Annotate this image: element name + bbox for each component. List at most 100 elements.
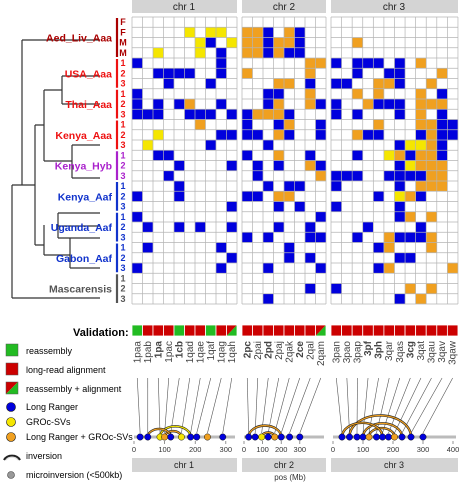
heat-cell — [394, 191, 406, 202]
heat-cell — [184, 68, 195, 79]
row-label: 3 — [120, 171, 125, 181]
heat-cell — [405, 191, 416, 202]
sv-dot — [258, 433, 266, 441]
column-label: 1qaf — [206, 341, 217, 361]
heat-cell — [263, 88, 274, 99]
heat-cell — [362, 129, 374, 140]
legend: reassembly long-read alignment reassembl… — [3, 343, 133, 480]
sv-dot — [271, 433, 279, 441]
heat-cell — [273, 129, 284, 140]
heat-cell — [226, 222, 237, 233]
heat-cell — [426, 119, 437, 130]
heat-cell — [436, 129, 448, 140]
row-label: F — [120, 17, 126, 27]
heat-cell — [436, 109, 448, 120]
heat-cell — [184, 27, 195, 38]
heat-cell — [205, 37, 216, 48]
heat-cell — [383, 263, 395, 274]
column-label: 1qah — [227, 341, 238, 363]
heat-cell — [331, 181, 342, 192]
heat-cell — [394, 78, 406, 89]
validation-cell — [252, 325, 263, 336]
connector-line — [254, 377, 259, 434]
column-label: 3ph — [374, 341, 385, 359]
heat-cell — [331, 78, 342, 89]
heat-cell — [184, 109, 195, 120]
heat-cell — [405, 211, 416, 222]
legend-long-read-swatch — [5, 362, 19, 376]
tick-label: 300 — [417, 445, 430, 454]
heat-cell — [294, 201, 305, 212]
heat-cell — [226, 252, 237, 263]
row-label: 2 — [120, 253, 125, 263]
legend-lr-groc-label: Long Ranger + GROc-SVs — [26, 432, 133, 442]
heat-cell — [447, 263, 458, 274]
heat-cell — [383, 68, 395, 79]
heat-cell — [252, 47, 263, 58]
legend-long-read-label: long-read alignment — [26, 365, 106, 375]
heat-cell — [132, 211, 143, 222]
heat-cell — [415, 119, 427, 130]
heat-cell — [174, 99, 185, 110]
heat-cell — [242, 47, 253, 58]
group-label: Kenya_Aaa — [55, 130, 112, 142]
heat-cell — [174, 68, 185, 79]
row-label: 1 — [120, 212, 125, 222]
dendrogram — [11, 39, 100, 299]
connector-line — [207, 377, 222, 434]
heat-cell — [305, 99, 316, 110]
heat-cell — [405, 232, 416, 243]
heat-cell — [142, 109, 153, 120]
heat-cell — [341, 78, 353, 89]
validation-cell — [163, 325, 174, 336]
heat-cell — [394, 58, 406, 69]
heat-cell — [132, 109, 143, 120]
heat-cell — [426, 160, 437, 171]
column-label: 1cb — [174, 341, 185, 358]
validation-cell — [294, 325, 305, 336]
heat-cell — [305, 68, 316, 79]
legend-groc-dot — [6, 417, 16, 427]
column-label: 1pac — [164, 341, 175, 363]
heat-cell — [284, 129, 295, 140]
sv-dot — [398, 433, 406, 441]
heat-cell — [426, 211, 437, 222]
heat-cell — [426, 283, 437, 294]
heat-cell — [216, 27, 227, 38]
heat-cell — [415, 191, 427, 202]
heat-cell — [405, 170, 416, 181]
heat-cell — [352, 109, 363, 120]
row-label: 2 — [120, 68, 125, 78]
heat-cell — [273, 88, 284, 99]
heat-cell — [331, 109, 342, 120]
strip-label-chr2: chr 2 — [273, 2, 296, 13]
sv-dot — [407, 433, 415, 441]
group-label: Aed_Liv_Aaa — [46, 33, 112, 45]
heat-cell — [195, 119, 206, 130]
heat-cell — [315, 160, 326, 171]
tick-label: 100 — [256, 445, 269, 454]
column-label: 3pf — [363, 340, 374, 356]
heat-cell — [263, 27, 274, 38]
heat-cell — [163, 78, 174, 89]
validation-cell — [273, 325, 284, 336]
heat-cell — [242, 37, 253, 48]
column-label: 1qae — [195, 341, 206, 364]
row-label: 1 — [120, 150, 125, 160]
heat-cell — [315, 211, 326, 222]
heat-cell — [352, 129, 363, 140]
heat-cell — [405, 140, 416, 151]
heat-cell — [352, 37, 363, 48]
heat-cell — [352, 150, 363, 161]
connector-line — [422, 377, 453, 434]
tick-label: 200 — [275, 445, 288, 454]
row-label: 1 — [120, 89, 125, 99]
heat-cell — [305, 160, 316, 171]
connector-line — [157, 377, 161, 434]
heat-cell — [263, 263, 274, 274]
heat-cell — [373, 129, 384, 140]
sv-dot — [136, 433, 144, 441]
column-label: 1paa — [132, 341, 143, 364]
